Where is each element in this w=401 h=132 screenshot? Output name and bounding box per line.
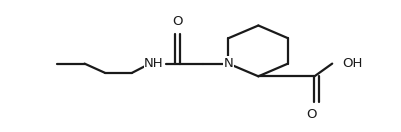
Text: O: O xyxy=(171,15,182,28)
Text: NH: NH xyxy=(144,57,163,70)
Text: O: O xyxy=(306,108,316,121)
Text: OH: OH xyxy=(342,57,362,70)
Text: N: N xyxy=(223,57,233,70)
